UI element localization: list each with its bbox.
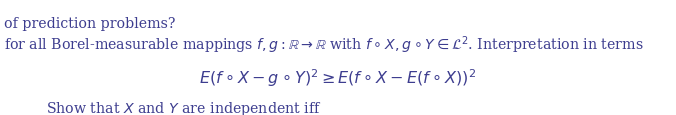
Text: Show that $X$ and $Y$ are independent iff: Show that $X$ and $Y$ are independent if… — [46, 99, 322, 115]
Text: of prediction problems?: of prediction problems? — [4, 17, 175, 31]
Text: $E(f \circ X - g \circ Y)^2 \geq E(f \circ X - E(f \circ X))^2$: $E(f \circ X - g \circ Y)^2 \geq E(f \ci… — [199, 66, 477, 88]
Text: for all Borel-measurable mappings $f, g : \mathbb{R} \to \mathbb{R}$ with $f \ci: for all Borel-measurable mappings $f, g … — [4, 34, 644, 55]
